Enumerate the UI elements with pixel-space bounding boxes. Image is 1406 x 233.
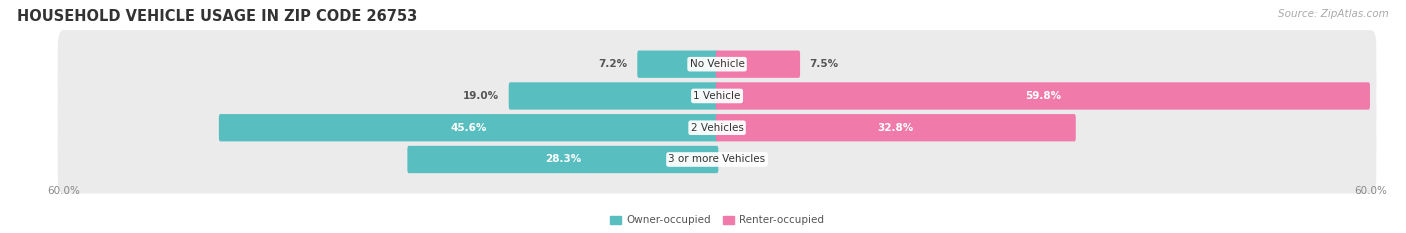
FancyBboxPatch shape — [716, 51, 800, 78]
Text: HOUSEHOLD VEHICLE USAGE IN ZIP CODE 26753: HOUSEHOLD VEHICLE USAGE IN ZIP CODE 2675… — [17, 9, 418, 24]
FancyBboxPatch shape — [58, 30, 1376, 98]
FancyBboxPatch shape — [219, 114, 718, 141]
Text: 32.8%: 32.8% — [877, 123, 914, 133]
Legend: Owner-occupied, Renter-occupied: Owner-occupied, Renter-occupied — [606, 211, 828, 230]
Text: 45.6%: 45.6% — [450, 123, 486, 133]
FancyBboxPatch shape — [58, 62, 1376, 130]
Text: 7.5%: 7.5% — [810, 59, 839, 69]
FancyBboxPatch shape — [716, 82, 1369, 110]
Text: 28.3%: 28.3% — [544, 154, 581, 164]
Text: No Vehicle: No Vehicle — [689, 59, 745, 69]
Text: 7.2%: 7.2% — [599, 59, 627, 69]
FancyBboxPatch shape — [58, 126, 1376, 194]
Text: 0.0%: 0.0% — [728, 154, 756, 164]
FancyBboxPatch shape — [637, 51, 718, 78]
FancyBboxPatch shape — [716, 114, 1076, 141]
Text: Source: ZipAtlas.com: Source: ZipAtlas.com — [1278, 9, 1389, 19]
FancyBboxPatch shape — [58, 94, 1376, 162]
FancyBboxPatch shape — [509, 82, 718, 110]
Text: 2 Vehicles: 2 Vehicles — [690, 123, 744, 133]
Text: 1 Vehicle: 1 Vehicle — [693, 91, 741, 101]
Text: 3 or more Vehicles: 3 or more Vehicles — [668, 154, 766, 164]
Text: 19.0%: 19.0% — [463, 91, 499, 101]
FancyBboxPatch shape — [408, 146, 718, 173]
Text: 59.8%: 59.8% — [1025, 91, 1062, 101]
